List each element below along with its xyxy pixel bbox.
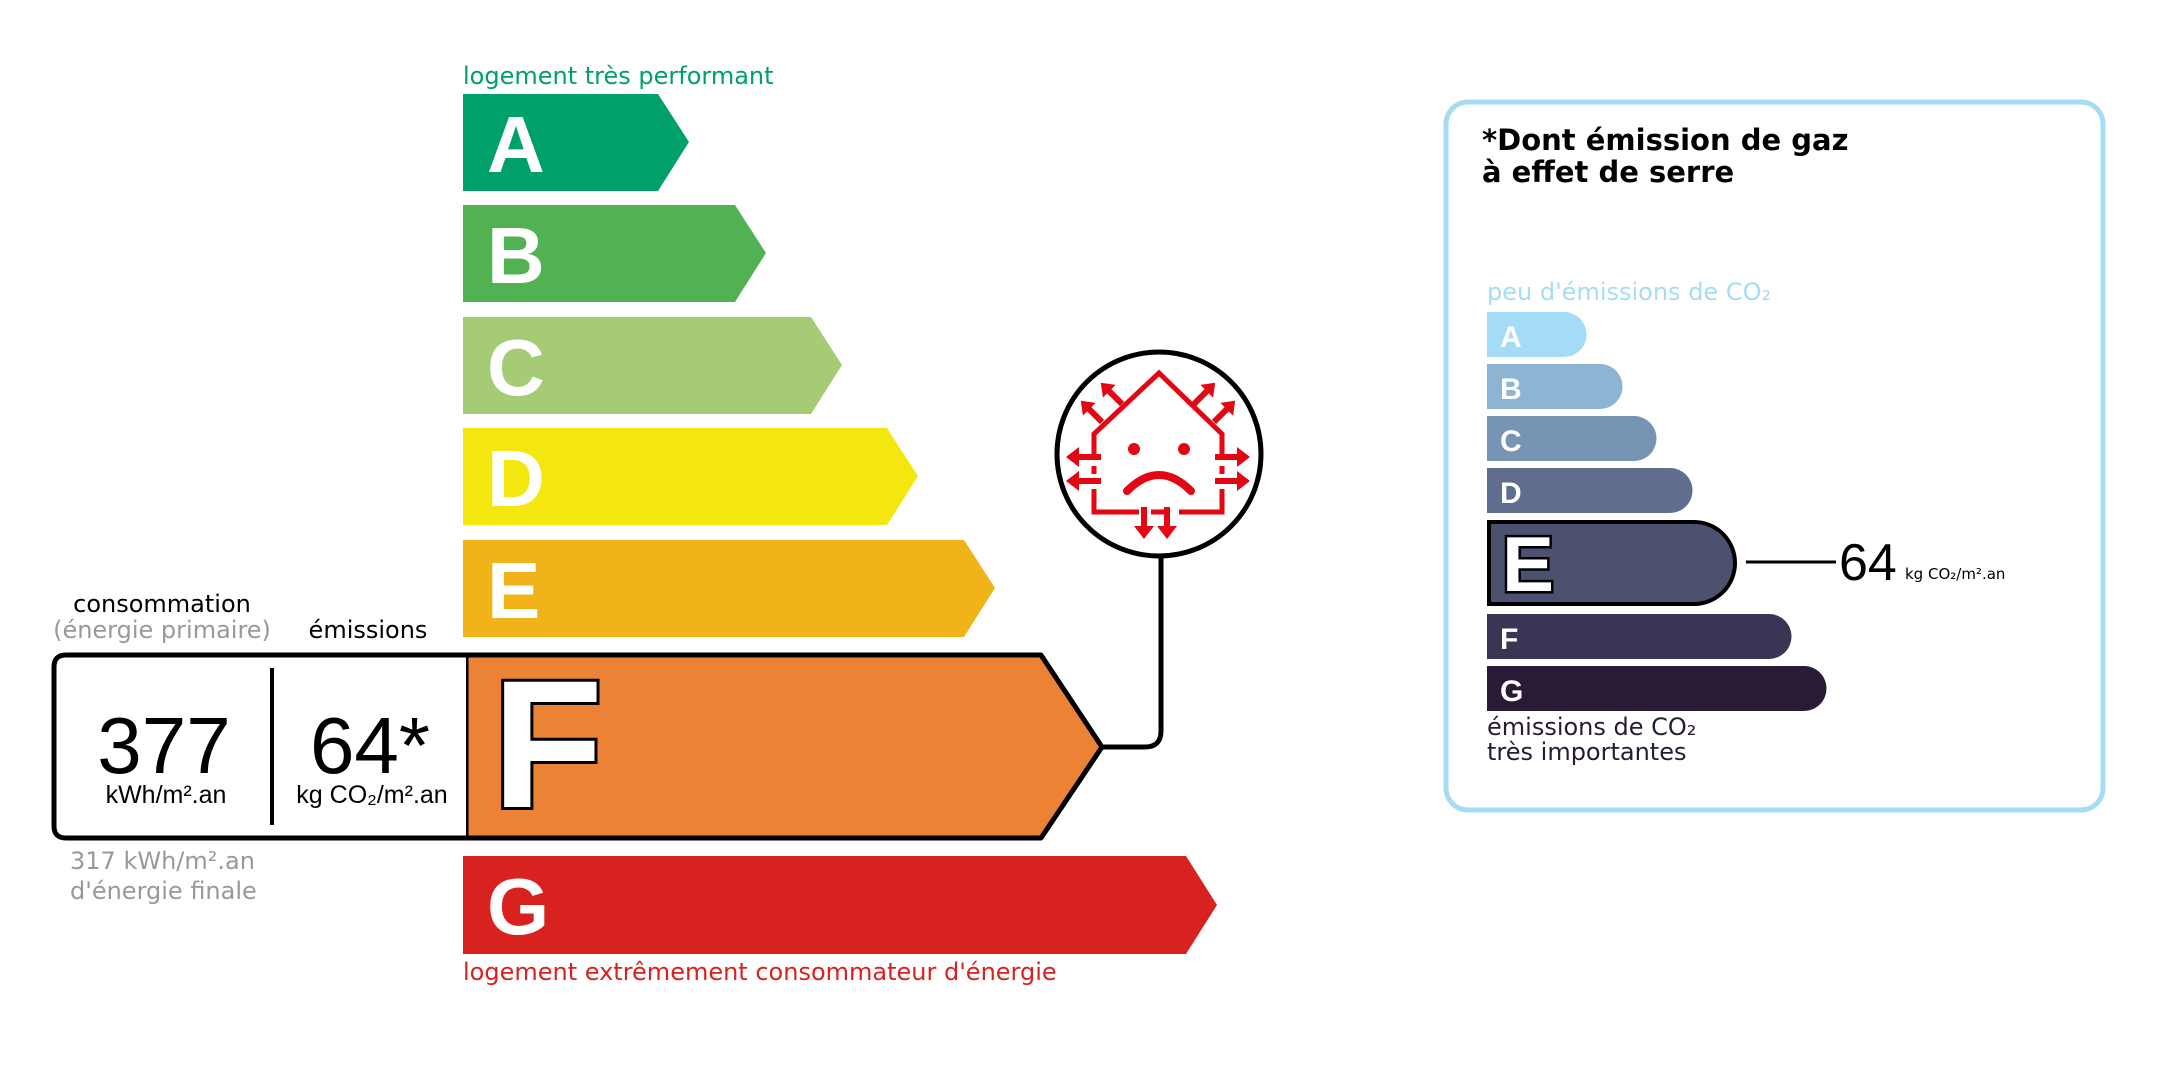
energy-letter-g: G — [487, 862, 549, 951]
energy-bar-a: A — [463, 94, 689, 191]
energy-letter-f: F — [492, 642, 603, 846]
energy-bar-e: E — [463, 540, 995, 637]
ghg-unit: kg CO₂/m².an — [1905, 565, 2005, 583]
ghg-letter-d: D — [1500, 477, 1522, 510]
ghg-title-line1: *Dont émission de gaz — [1482, 123, 1848, 157]
energy-top-label: logement très performant — [463, 62, 774, 90]
energy-letter-b: B — [487, 211, 545, 300]
energy-letter-d: D — [487, 434, 545, 523]
ghg-letter-b: B — [1500, 373, 1522, 406]
consumption-sublabel: (énergie primaire) — [53, 616, 271, 644]
energy-bar-d: D — [463, 428, 918, 525]
energy-bar-c: C — [463, 317, 842, 414]
ghg-bar-d: D — [1487, 468, 1693, 513]
emissions-label: émissions — [309, 616, 428, 644]
emissions-unit: kg CO₂/m².an — [296, 781, 447, 809]
ghg-bar-a: A — [1487, 312, 1587, 357]
energy-letter-c: C — [487, 323, 545, 412]
ghg-bar-f: F — [1487, 614, 1792, 659]
energy-bottom-label: logement extrêmement consommateur d'éner… — [463, 958, 1057, 986]
ghg-letter-g: G — [1500, 675, 1523, 708]
energy-letter-a: A — [487, 100, 545, 189]
poorly-insulated-house-sad-face-icon — [1054, 349, 1264, 559]
energy-letter-e: E — [487, 546, 540, 635]
ghg-bar-g: G — [1487, 666, 1827, 711]
ghg-bar-c: C — [1487, 416, 1657, 461]
ghg-letter-e: E — [1502, 520, 1554, 608]
energy-bar-g: G — [463, 856, 1217, 954]
ghg-top-label: peu d'émissions de CO₂ — [1487, 278, 1771, 306]
energy-current-box: F 377 kWh/m².an 64* kg CO₂/m².an — [51, 639, 1105, 849]
ghg-letter-c: C — [1500, 425, 1522, 458]
final-energy-line1: 317 kWh/m².an — [70, 847, 255, 875]
consumption-unit: kWh/m².an — [106, 781, 227, 809]
ghg-bottom-label-line1: émissions de CO₂ — [1487, 713, 1696, 741]
ghg-title-line2: à effet de serre — [1482, 155, 1734, 189]
ghg-letter-f: F — [1500, 623, 1518, 656]
ghg-bar-b: B — [1487, 364, 1623, 409]
ghg-value: 64 — [1839, 534, 1897, 592]
ghg-bottom-label-line2: très importantes — [1487, 738, 1687, 766]
energy-bar-b: B — [463, 205, 766, 302]
consumption-value: 377 — [97, 701, 230, 790]
ghg-bar-e-current: E — [1487, 518, 1737, 611]
emissions-value: 64* — [310, 701, 430, 790]
final-energy-line2: d'énergie finale — [70, 877, 257, 905]
consumption-label: consommation — [73, 590, 251, 618]
badge-connector — [1102, 557, 1164, 750]
ghg-letter-a: A — [1500, 321, 1522, 354]
